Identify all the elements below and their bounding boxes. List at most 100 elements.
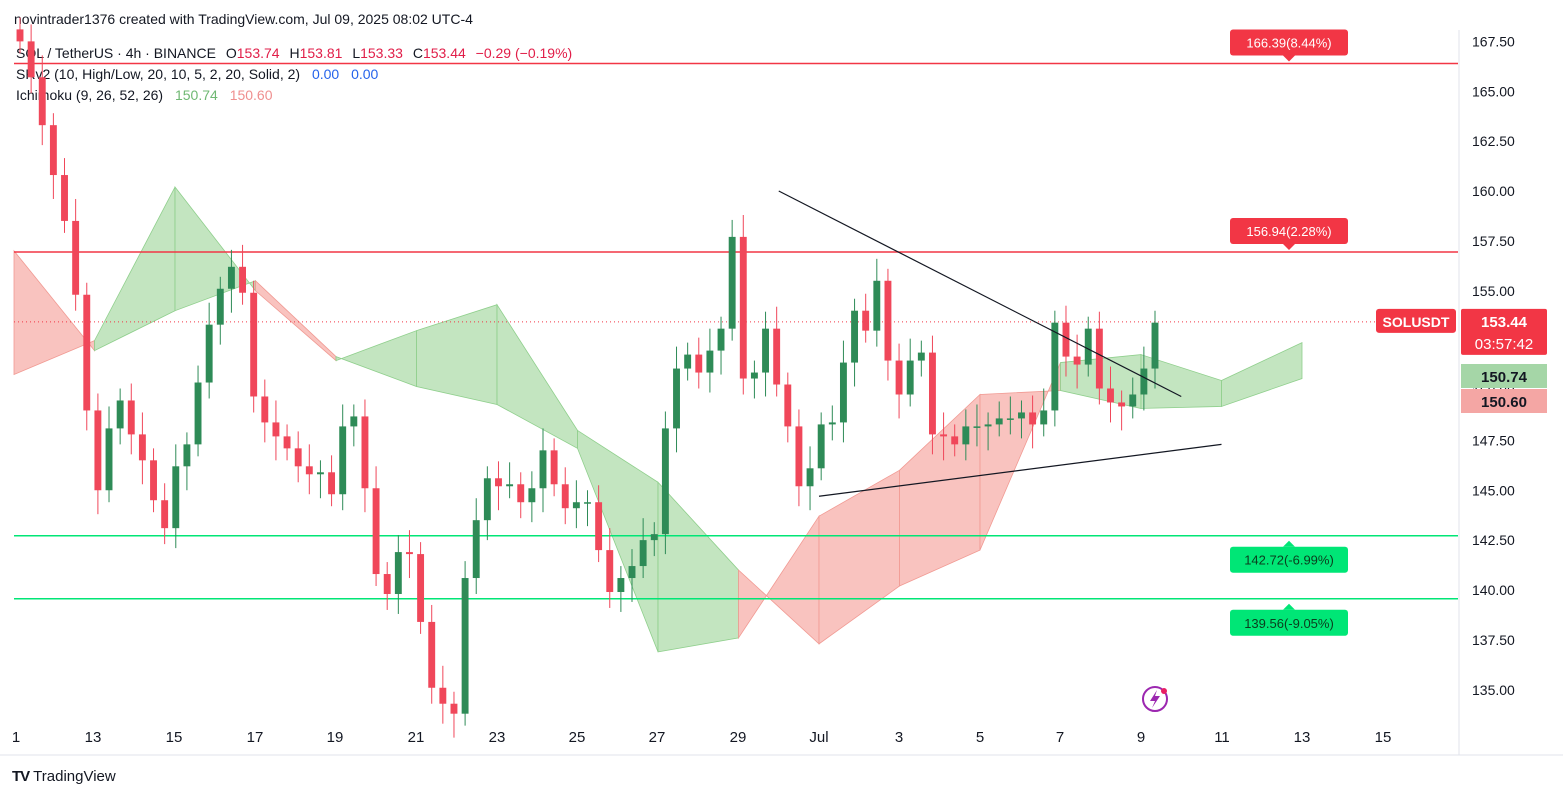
candle-down xyxy=(305,444,313,495)
y-tick-label: 157.50 xyxy=(1472,233,1515,249)
candle-body xyxy=(205,324,213,383)
candle-up xyxy=(183,432,191,491)
candle-down xyxy=(517,472,525,519)
candle-body xyxy=(661,428,669,535)
candle-body xyxy=(383,574,391,594)
candle-down xyxy=(695,337,703,389)
candle-body xyxy=(929,352,936,435)
candle-down xyxy=(72,198,80,311)
candle-body xyxy=(650,534,658,541)
candle-up xyxy=(917,340,925,377)
y-tick-label: 145.00 xyxy=(1472,482,1515,498)
candle-body xyxy=(517,484,525,503)
candle-down xyxy=(884,268,892,381)
y-tick-label: 167.50 xyxy=(1472,33,1515,49)
x-tick-label: 13 xyxy=(85,729,102,746)
candle-body xyxy=(773,328,781,385)
candle-down xyxy=(495,461,502,511)
candle-up xyxy=(806,446,814,511)
candle-body xyxy=(1140,368,1148,395)
close-value: 153.44 xyxy=(422,45,466,61)
candle-down xyxy=(595,485,603,563)
high-label: H xyxy=(289,45,300,61)
candle-body xyxy=(728,236,736,329)
candle-down xyxy=(1095,311,1103,405)
candle-body xyxy=(283,436,291,449)
candle-body xyxy=(216,288,224,325)
candle-up xyxy=(995,401,1003,437)
candle-up xyxy=(717,316,725,375)
candle-body xyxy=(27,41,35,78)
candle-body xyxy=(1118,402,1126,407)
candle-body xyxy=(884,280,892,361)
candle-down xyxy=(951,424,959,457)
candle-down xyxy=(940,412,948,461)
ichimoku-badge-value: 150.60 xyxy=(1481,394,1527,411)
candle-body xyxy=(172,466,180,529)
x-tick-label: 19 xyxy=(327,729,344,746)
candle-up xyxy=(172,444,180,549)
candle-body xyxy=(439,687,447,704)
ichimoku-legend[interactable]: Ichimoku (9, 26, 52, 26) 150.74 150.60 xyxy=(16,87,273,103)
candle-up xyxy=(216,276,224,345)
candle-up xyxy=(116,388,124,445)
candle-up xyxy=(828,405,836,441)
cloud-bullish-segment xyxy=(94,186,176,352)
candle-down xyxy=(739,214,747,395)
candle-down xyxy=(294,431,302,483)
candle-body xyxy=(194,382,202,445)
candle-up xyxy=(316,460,324,499)
x-tick-label: 21 xyxy=(408,729,425,746)
resistance-level-label: 156.94(2.28%) xyxy=(1246,224,1331,239)
cloud-bullish-segment xyxy=(1221,341,1303,408)
candle-down xyxy=(795,409,803,507)
lightning-icon[interactable] xyxy=(1142,686,1168,712)
candle-body xyxy=(962,426,970,445)
ichimoku-label: Ichimoku (9, 26, 52, 26) xyxy=(16,87,164,103)
candle-up xyxy=(650,522,658,557)
candle-body xyxy=(1107,388,1114,403)
x-tick-label: 3 xyxy=(895,729,903,746)
srv2-value-1: 0.00 xyxy=(311,66,340,82)
candle-body xyxy=(239,266,246,293)
candle-down xyxy=(773,306,781,397)
candle-up xyxy=(628,549,636,602)
candle-body xyxy=(750,372,758,379)
candle-body xyxy=(339,426,347,495)
candle-body xyxy=(895,360,903,395)
trendlines xyxy=(778,190,1222,497)
cloud-bullish-segment xyxy=(496,303,578,450)
x-tick-label: 23 xyxy=(489,729,506,746)
candle-body xyxy=(717,328,725,351)
candle-down xyxy=(150,448,157,513)
candle-up xyxy=(839,340,847,443)
candle-body xyxy=(227,266,235,289)
candle-down xyxy=(16,17,24,54)
candle-up xyxy=(194,365,202,457)
y-tick-label: 140.00 xyxy=(1472,582,1515,598)
candle-body xyxy=(428,621,436,688)
y-tick-label: 137.50 xyxy=(1472,632,1515,648)
candle-body xyxy=(706,350,714,373)
x-tick-label: 15 xyxy=(1375,729,1392,746)
candle-down xyxy=(261,379,269,443)
candle-body xyxy=(461,578,469,714)
low-value: 153.33 xyxy=(360,45,403,61)
srv2-legend[interactable]: SRv2 (10, High/Low, 20, 10, 5, 2, 20, So… xyxy=(16,66,378,82)
y-tick-label: 165.00 xyxy=(1472,83,1515,99)
candle-body xyxy=(839,362,847,423)
candle-down xyxy=(94,393,102,515)
support-level-badge xyxy=(1230,546,1348,573)
symbol-legend[interactable]: SOL / TetherUS · 4h · BINANCE O153.74 H1… xyxy=(16,45,572,61)
candle-body xyxy=(16,29,24,42)
tradingview-logo[interactable]: TV TradingView xyxy=(12,768,116,785)
candle-body xyxy=(862,310,870,331)
candle-down xyxy=(417,542,425,634)
y-tick-label: 155.00 xyxy=(1472,283,1515,299)
candle-up xyxy=(528,471,536,523)
candle-body xyxy=(83,294,91,411)
candle-body xyxy=(762,328,769,373)
candle-down xyxy=(127,383,135,455)
candle-down xyxy=(550,438,558,497)
